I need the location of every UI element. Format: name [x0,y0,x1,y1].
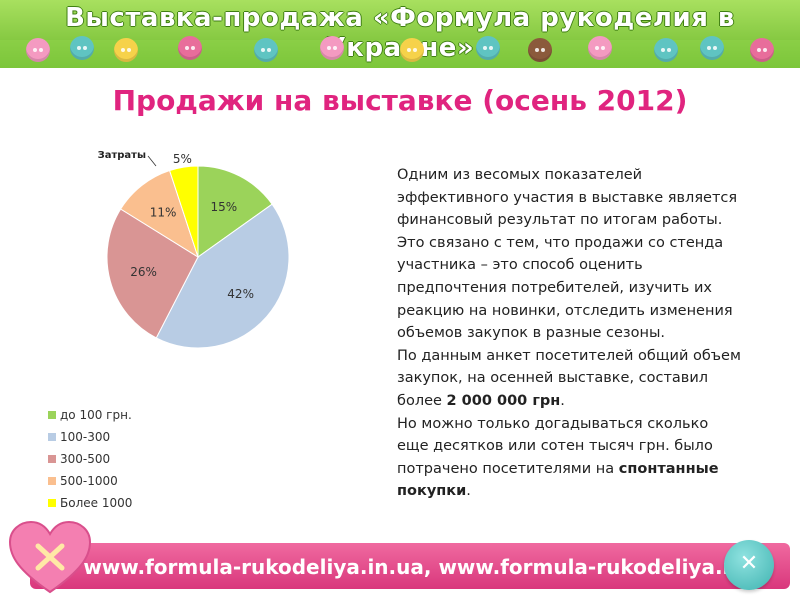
page-title: Продажи на выставке (осень 2012) [112,84,688,117]
text-fragment: По данным анкет посетителей общий объем … [397,347,741,409]
legend-item: 500-1000 [48,470,208,492]
heart-button-icon [8,520,92,594]
paragraph: По данным анкет посетителей общий объем … [397,345,742,413]
legend-swatch [48,455,56,463]
slice-data-label: 11% [150,206,177,220]
total-sales-amount: 2 000 000 грн [446,392,561,409]
button-decoration-icon [400,38,424,62]
button-decoration-icon [26,38,50,62]
button-decoration-icon [654,38,678,62]
legend-swatch [48,477,56,485]
legend-label: Более 1000 [60,496,133,510]
footer-url: www.formula-rukodeliya.in.ua, www.formul… [83,555,747,579]
pie-slice [168,165,199,258]
slice-data-label: 15% [211,200,238,214]
top-banner: Выставка-продажа «Формула рукоделия в Ук… [0,0,800,68]
button-decoration-icon [528,38,552,62]
button-decoration-icon [320,36,344,60]
legend-item: Более 1000 [48,492,208,514]
legend-label: 500-1000 [60,474,118,488]
button-decoration-icon [476,36,500,60]
spontaneous-purchases-text: спонтанные покупки [397,460,719,500]
slice-data-label: 26% [130,265,157,279]
annotation-leader-line [147,155,157,167]
text-fragment: . [560,392,565,409]
banner-stripe [0,0,800,40]
text-fragment: . [466,483,471,500]
legend-label: 300-500 [60,452,111,466]
legend-label: 100-300 [60,430,111,444]
button-decoration-icon [114,38,138,62]
chart-annotation: Затраты [98,150,146,161]
legend-item: 300-500 [48,448,208,470]
paragraph: Одним из весомых показателей эффективног… [397,167,738,229]
button-decoration-icon [70,36,94,60]
button-decoration-icon [588,36,612,60]
button-decoration-icon [750,38,774,62]
button-decoration-icon [254,38,278,62]
legend-swatch [48,433,56,441]
footer-bar [30,543,790,589]
legend-item: до 100 грн. [48,404,208,426]
pie-chart: 15% 42% 26% 11% 5% Затраты [98,150,290,349]
description-text: Одним из весомых показателей эффективног… [397,164,742,503]
chart-legend: до 100 грн. 100-300 300-500 500-1000 Бол… [48,404,208,514]
paragraph: Но можно только догадываться сколько еще… [397,413,742,503]
slice-data-label: 5% [173,152,192,166]
text-fragment: Но можно только догадываться сколько еще… [397,415,713,477]
round-button-icon [724,540,774,590]
legend-label: до 100 грн. [60,408,132,422]
slice-data-label: 42% [227,287,254,301]
pie-slice [197,165,273,258]
pie-slice [155,203,290,349]
paragraph: Это связано с тем, что продажи со стенда… [397,234,733,342]
legend-swatch [48,411,56,419]
decorative-buttons-row [0,34,800,68]
button-decoration-icon [178,36,202,60]
pie-slice [106,208,199,339]
legend-item: 100-300 [48,426,208,448]
legend-swatch [48,499,56,507]
banner-title: Выставка-продажа «Формула рукоделия в Ук… [65,3,735,63]
button-decoration-icon [700,36,724,60]
